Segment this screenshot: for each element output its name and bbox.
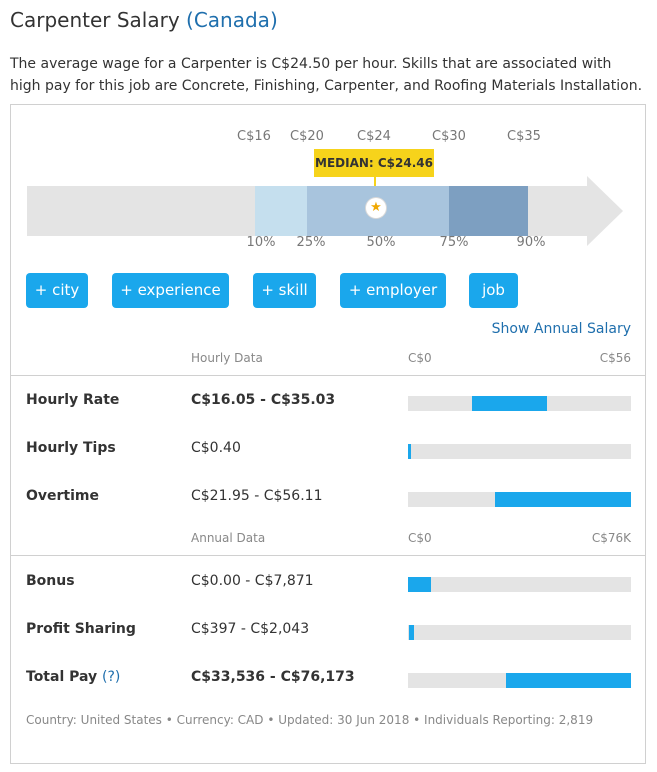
page-title: Carpenter Salary (Canada) [10, 8, 278, 32]
range-bar [408, 444, 631, 459]
job-button[interactable]: job [469, 273, 518, 308]
range-bar [408, 492, 631, 507]
section-divider [11, 375, 645, 376]
section-divider [11, 555, 645, 556]
row-label: Total Pay [26, 669, 98, 685]
row-label: Overtime [26, 488, 100, 504]
show-annual-salary-link[interactable]: Show Annual Salary [491, 321, 631, 337]
range-bar-fill [408, 444, 411, 459]
top-tick: C$16 [237, 129, 271, 144]
range-bar [408, 625, 631, 640]
total-pay-label: Total Pay (?) [26, 669, 120, 685]
add-experience-button[interactable]: + experience [112, 273, 229, 308]
median-badge: MEDIAN: C$24.46 [314, 149, 434, 177]
country-label[interactable]: (Canada) [186, 8, 278, 32]
top-tick: C$35 [507, 129, 541, 144]
hourly-data-header: Hourly Data [191, 351, 263, 365]
range-bar [408, 396, 631, 411]
annual-min-label: C$0 [408, 531, 432, 545]
hourly-max-label: C$56 [599, 351, 631, 365]
top-tick: C$24 [357, 129, 391, 144]
top-tick: C$20 [290, 129, 324, 144]
salary-panel: C$16 C$20 C$24 C$30 C$35 MEDIAN: C$24.46… [10, 104, 646, 764]
row-value: C$33,536 - C$76,173 [191, 669, 355, 685]
row-label: Hourly Tips [26, 440, 116, 456]
row-label: Bonus [26, 573, 75, 589]
add-employer-button[interactable]: + employer [340, 273, 446, 308]
add-city-button[interactable]: + city [26, 273, 88, 308]
annual-data-header: Annual Data [191, 531, 266, 545]
footer-meta: Country: United States • Currency: CAD •… [26, 713, 594, 727]
annual-max-label: C$76K [591, 531, 631, 545]
row-label: Profit Sharing [26, 621, 136, 637]
range-bar [408, 673, 631, 688]
range-bar-fill [495, 492, 631, 507]
intro-text: The average wage for a Carpenter is C$24… [10, 56, 643, 94]
range-bar-fill [472, 396, 547, 411]
hourly-min-label: C$0 [408, 351, 432, 365]
percentile-tick: 90% [516, 235, 546, 250]
top-tick: C$30 [432, 129, 466, 144]
percentile-tick: 50% [366, 235, 396, 250]
median-pointer [374, 177, 376, 191]
percentile-tick: 25% [296, 235, 326, 250]
range-10-25 [255, 186, 307, 236]
range-arrow-head [587, 176, 623, 246]
median-star-icon: ★ [366, 198, 386, 218]
help-link[interactable]: (?) [102, 669, 121, 685]
row-value: C$21.95 - C$56.11 [191, 488, 323, 504]
percentile-tick: 10% [246, 235, 276, 250]
range-bar [408, 577, 631, 592]
add-skill-button[interactable]: + skill [253, 273, 316, 308]
job-title: Carpenter Salary [10, 8, 180, 32]
row-value: C$0.00 - C$7,871 [191, 573, 314, 589]
range-75-90 [449, 186, 528, 236]
row-value: C$397 - C$2,043 [191, 621, 310, 637]
range-bar-fill [408, 577, 431, 592]
range-bar-fill [506, 673, 631, 688]
row-value: C$16.05 - C$35.03 [191, 392, 336, 408]
percentile-tick: 75% [439, 235, 469, 250]
row-value: C$0.40 [191, 440, 241, 456]
range-bar-fill [409, 625, 414, 640]
row-label: Hourly Rate [26, 392, 120, 408]
